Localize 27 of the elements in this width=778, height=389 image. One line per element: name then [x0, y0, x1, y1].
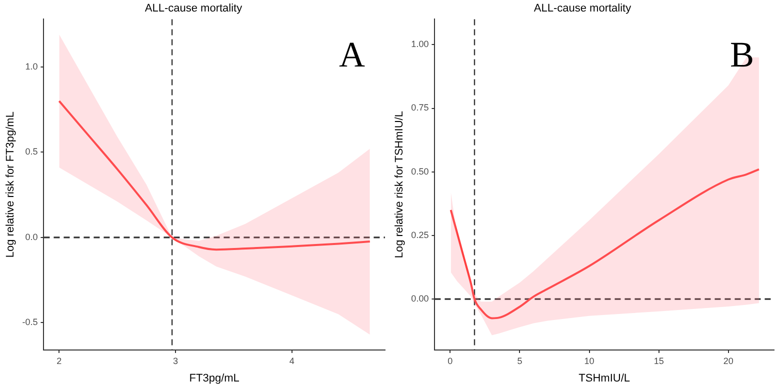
annotation: B [730, 34, 754, 75]
line-series [450, 168, 760, 320]
chart-title: ALL-cause mortality [144, 2, 243, 15]
x-tick-label: 5 [517, 356, 522, 366]
y-tick-label: -0.5 [22, 317, 38, 328]
y-tick-label: 0.0 [25, 232, 38, 242]
x-tick-label: 20 [723, 356, 734, 366]
line-series [58, 100, 371, 251]
y-tick-label: 0.75 [411, 102, 429, 113]
x-axis-title: FT3pg/mL [189, 372, 240, 384]
x-tick-label: 3 [173, 356, 178, 366]
y-tick-label: 0.50 [411, 166, 429, 176]
y-tick-label: 1.0 [25, 61, 38, 72]
y-tick-label: 1.00 [411, 39, 429, 50]
y-axis-title: Log relative risk for FT3pg/mL [4, 112, 17, 258]
x-tick-label: 0 [448, 356, 453, 366]
x-tick-label: 10 [584, 356, 594, 366]
x-tick-label: 4 [289, 356, 294, 366]
chart-title: ALL-cause mortality [534, 2, 632, 15]
x-tick-label: 2 [56, 356, 62, 366]
y-axis-title: Log relative risk for TSHmIU/L [394, 111, 406, 258]
y-tick-label: 0.25 [411, 230, 429, 240]
annotation: A [339, 34, 365, 75]
y-tick-label: 0.5 [25, 146, 38, 157]
x-axis-title: TSHmIU/L [578, 372, 630, 384]
y-tick-label: 0.00 [411, 294, 429, 304]
x-tick-label: 15 [654, 356, 664, 366]
